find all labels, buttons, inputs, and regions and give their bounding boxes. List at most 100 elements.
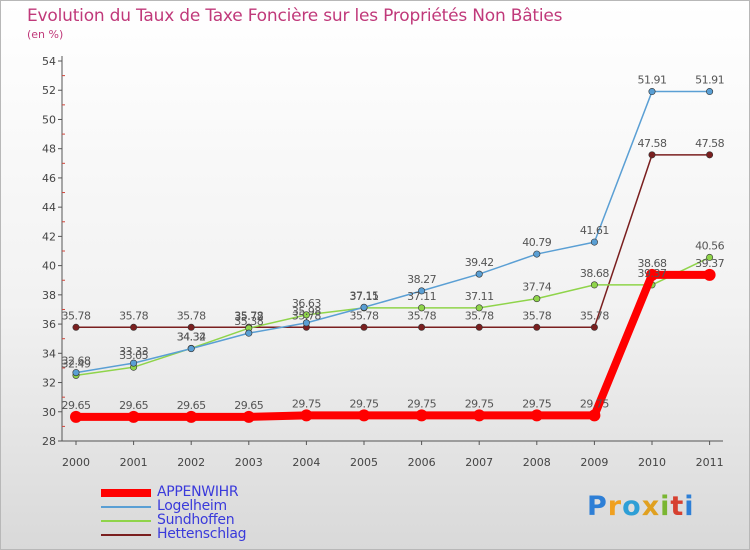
y-tick-label: 40 — [42, 260, 56, 273]
data-point — [590, 323, 598, 331]
legend-label-appenwihr: APPENWIHR — [157, 484, 239, 500]
data-point — [72, 323, 80, 331]
data-point — [475, 304, 483, 312]
legend-swatch-logelheim — [101, 506, 151, 508]
data-label: 40.79 — [522, 236, 551, 249]
data-label: 35.98 — [292, 305, 321, 318]
x-tick-label: 2007 — [465, 456, 493, 469]
data-point — [418, 287, 426, 295]
x-tick-label: 2005 — [350, 456, 378, 469]
data-label: 39.42 — [465, 256, 494, 269]
x-tick-label: 2002 — [177, 456, 205, 469]
logo-letter: i — [660, 491, 671, 522]
legend-swatch-appenwihr — [101, 489, 151, 497]
data-label: 35.78 — [177, 309, 206, 322]
data-label: 29.65 — [177, 399, 206, 412]
data-label: 34.32 — [177, 331, 206, 344]
data-label: 29.65 — [234, 399, 263, 412]
y-tick-label: 46 — [42, 172, 56, 185]
data-label: 35.38 — [234, 315, 263, 328]
data-label: 35.78 — [522, 309, 551, 322]
x-tick-label: 2003 — [235, 456, 263, 469]
series-line-appenwihr — [76, 270, 710, 421]
data-label: 33.33 — [119, 345, 148, 358]
legend-swatch-hettenschlag — [101, 534, 151, 536]
data-label: 35.78 — [580, 309, 609, 322]
data-label: 51.91 — [695, 74, 724, 87]
data-point — [706, 88, 714, 96]
data-label: 47.58 — [695, 137, 724, 150]
y-tick-label: 36 — [42, 318, 56, 331]
legend-label-sundhoffen: Sundhoffen — [157, 512, 235, 528]
data-point — [475, 323, 483, 331]
data-label: 35.78 — [119, 309, 148, 322]
data-label: 38.68 — [580, 267, 609, 280]
data-label: 35.78 — [465, 309, 494, 322]
logo-letter: x — [641, 491, 661, 522]
logo-letter: o — [622, 491, 642, 522]
data-label: 39.37 — [638, 267, 667, 280]
y-tick-label: 54 — [42, 55, 56, 68]
legend-label-logelheim: Logelheim — [157, 498, 227, 514]
data-label: 29.75 — [292, 397, 321, 410]
y-tick-label: 42 — [42, 230, 56, 243]
data-point — [72, 369, 80, 377]
y-tick-label: 28 — [42, 435, 56, 448]
x-tick-label: 2011 — [696, 456, 724, 469]
data-label: 35.78 — [234, 309, 263, 322]
data-point — [703, 268, 716, 281]
data-point — [418, 323, 426, 331]
data-point — [130, 323, 138, 331]
data-point — [360, 323, 368, 331]
data-point — [242, 410, 255, 423]
data-label: 29.75 — [465, 397, 494, 410]
data-point — [588, 409, 601, 422]
data-label: 38.27 — [407, 273, 436, 286]
data-label: 33.05 — [119, 349, 148, 362]
y-tick-label: 34 — [42, 347, 56, 360]
data-point — [475, 270, 483, 278]
data-point — [127, 410, 140, 423]
data-label: 29.75 — [407, 397, 436, 410]
data-label: 35.78 — [292, 309, 321, 322]
x-tick-label: 2009 — [580, 456, 608, 469]
data-label: 32.49 — [62, 357, 91, 370]
x-tick-label: 2008 — [523, 456, 551, 469]
data-point — [360, 303, 368, 311]
data-label: 36.63 — [292, 297, 321, 310]
y-tick-label: 52 — [42, 84, 56, 97]
y-tick-label: 32 — [42, 377, 56, 390]
data-point — [185, 410, 198, 423]
data-label: 32.68 — [62, 355, 91, 368]
data-label: 29.75 — [350, 397, 379, 410]
y-tick-label: 38 — [42, 289, 56, 302]
data-point — [187, 323, 195, 331]
data-label: 37.15 — [350, 289, 379, 302]
y-tick-label: 48 — [42, 143, 56, 156]
data-point — [706, 253, 714, 261]
data-point — [302, 319, 310, 327]
data-label: 29.75 — [522, 397, 551, 410]
legend-item-hettenschlag[interactable]: Hettenschlag — [101, 526, 301, 542]
data-point — [533, 250, 541, 258]
legend-item-logelheim[interactable]: Logelheim — [101, 498, 301, 514]
data-label: 38.68 — [638, 257, 667, 270]
y-tick-label: 30 — [42, 406, 56, 419]
data-label: 29.65 — [62, 399, 91, 412]
data-label: 29.75 — [580, 397, 609, 410]
legend-item-appenwihr[interactable]: APPENWIHR — [101, 484, 301, 500]
data-point — [302, 311, 310, 319]
data-point — [648, 88, 656, 96]
data-point — [590, 238, 598, 246]
data-label: 35.78 — [407, 309, 436, 322]
data-label: 37.74 — [522, 281, 551, 294]
data-point — [70, 410, 82, 423]
data-point — [187, 345, 195, 353]
legend: APPENWIHR Logelheim Sundhoffen Hettensch… — [101, 484, 301, 542]
legend-item-sundhoffen[interactable]: Sundhoffen — [101, 512, 301, 528]
data-point — [533, 295, 541, 303]
data-label: 29.65 — [119, 399, 148, 412]
data-label: 35.72 — [234, 310, 263, 323]
data-point — [415, 409, 428, 422]
